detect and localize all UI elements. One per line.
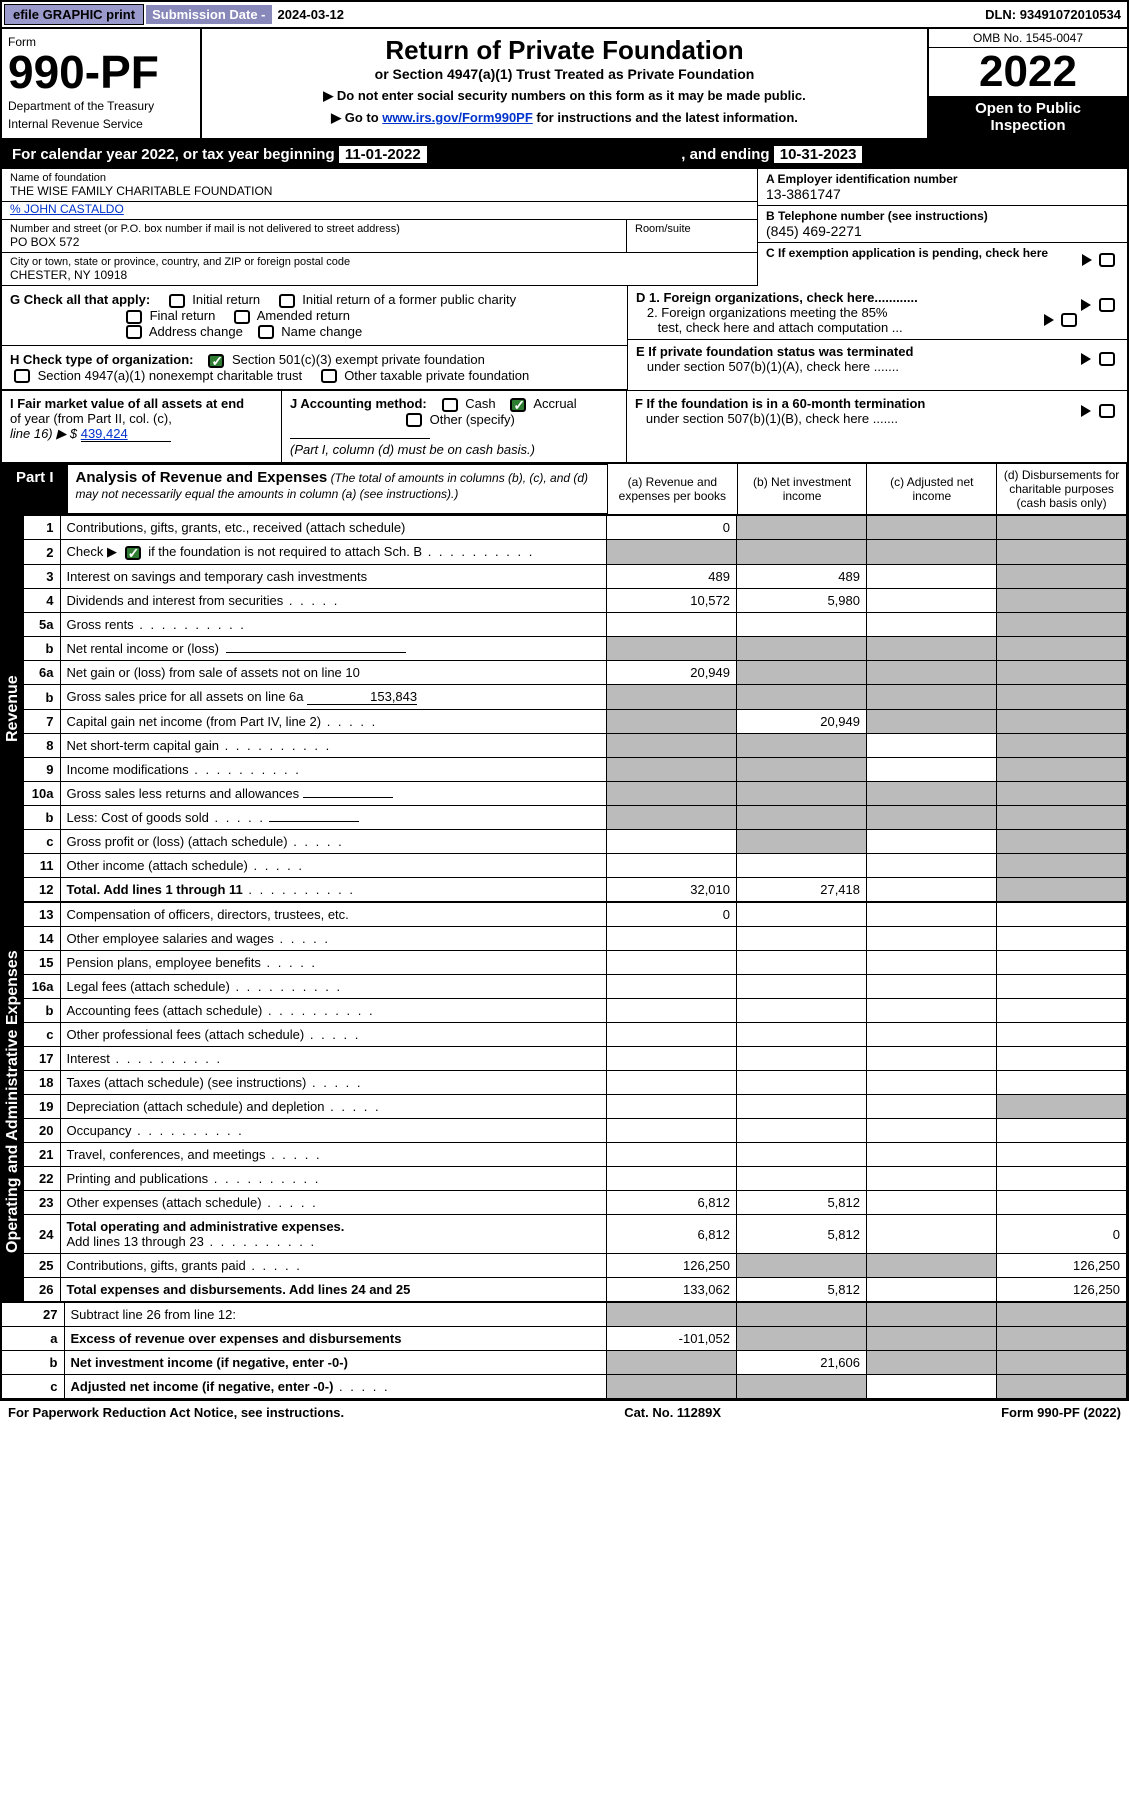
care-of-link[interactable]: % JOHN CASTALDO <box>10 202 124 216</box>
dept-treasury: Department of the Treasury <box>8 99 194 113</box>
catalog-number: Cat. No. 11289X <box>624 1405 721 1420</box>
part1-tag: Part I <box>2 463 68 515</box>
form-id-footer: Form 990-PF (2022) <box>1001 1405 1121 1420</box>
other-method-checkbox[interactable] <box>406 413 422 427</box>
amended-return-checkbox[interactable] <box>234 310 250 324</box>
foundation-name: THE WISE FAMILY CHARITABLE FOUNDATION <box>10 184 749 198</box>
sch-b-checkbox[interactable] <box>125 546 141 560</box>
section-e: E If private foundation status was termi… <box>628 340 1127 382</box>
initial-former-checkbox[interactable] <box>279 294 295 308</box>
page-footer: For Paperwork Reduction Act Notice, see … <box>0 1401 1129 1424</box>
city-state-zip: CHESTER, NY 10918 <box>10 268 749 282</box>
section-ijf: I Fair market value of all assets at end… <box>2 391 1127 463</box>
cash-checkbox[interactable] <box>442 398 458 412</box>
col-a-header: (a) Revenue and expenses per books <box>608 464 738 515</box>
col-d-header: (d) Disbursements for charitable purpose… <box>997 464 1127 515</box>
revenue-section: Revenue 1Contributions, gifts, grants, e… <box>2 515 1127 902</box>
address-change-checkbox[interactable] <box>126 325 142 339</box>
ein-label: A Employer identification number <box>766 172 958 186</box>
city-label: City or town, state or province, country… <box>10 256 749 268</box>
paperwork-notice: For Paperwork Reduction Act Notice, see … <box>8 1405 344 1420</box>
foundation-name-label: Name of foundation <box>10 172 749 184</box>
expenses-section: Operating and Administrative Expenses 13… <box>2 902 1127 1302</box>
col-c-header: (c) Adjusted net income <box>867 464 997 515</box>
arrow-icon <box>1082 254 1092 266</box>
irs-link[interactable]: www.irs.gov/Form990PF <box>382 110 533 125</box>
fmv-link[interactable]: 439,424 <box>81 426 171 442</box>
accrual-checkbox[interactable] <box>510 398 526 412</box>
section-d: D 1. Foreign organizations, check here..… <box>628 286 1127 340</box>
exemption-pending-label: C If exemption application is pending, c… <box>766 246 1048 260</box>
85pct-checkbox[interactable] <box>1061 313 1077 327</box>
ein: 13-3861747 <box>766 186 1119 202</box>
inspection-notice: Open to PublicInspection <box>929 96 1127 138</box>
dln: DLN: 93491072010534 <box>985 7 1127 22</box>
initial-return-checkbox[interactable] <box>169 294 185 308</box>
top-bar: efile GRAPHIC print Submission Date - 20… <box>2 2 1127 29</box>
expenses-side-label: Operating and Administrative Expenses <box>2 902 24 1302</box>
form-title: Return of Private Foundation <box>212 35 917 66</box>
year-end: 10-31-2023 <box>774 146 863 163</box>
year-begin: 11-01-2022 <box>339 146 427 163</box>
arrow-icon <box>1081 299 1091 311</box>
submission-date: 2024-03-12 <box>272 5 351 24</box>
address-label: Number and street (or P.O. box number if… <box>10 223 618 235</box>
revenue-side-label: Revenue <box>2 515 24 902</box>
address: PO BOX 572 <box>10 235 618 249</box>
foreign-org-checkbox[interactable] <box>1099 298 1115 312</box>
form-number: 990-PF <box>8 49 194 95</box>
line-27-table: 27Subtract line 26 from line 12: aExcess… <box>2 1302 1127 1399</box>
submission-label: Submission Date - <box>146 5 271 24</box>
4947a1-checkbox[interactable] <box>14 369 30 383</box>
irs: Internal Revenue Service <box>8 117 194 131</box>
col-b-header: (b) Net investment income <box>737 464 867 515</box>
instruction-2: ▶ Go to www.irs.gov/Form990PF for instru… <box>212 110 917 126</box>
arrow-icon <box>1081 405 1091 417</box>
omb-number: OMB No. 1545-0047 <box>929 29 1127 48</box>
501c3-checkbox[interactable] <box>208 354 224 368</box>
final-return-checkbox[interactable] <box>126 310 142 324</box>
tax-year: 2022 <box>929 48 1127 96</box>
room-suite-label: Room/suite <box>627 220 757 252</box>
phone-label: B Telephone number (see instructions) <box>766 209 988 223</box>
arrow-icon <box>1081 353 1091 365</box>
60month-checkbox[interactable] <box>1099 404 1115 418</box>
arrow-icon <box>1044 314 1054 326</box>
part1-header: Part I Analysis of Revenue and Expenses … <box>2 463 1127 515</box>
other-taxable-checkbox[interactable] <box>321 369 337 383</box>
calendar-year-row: For calendar year 2022, or tax year begi… <box>2 140 1127 169</box>
phone: (845) 469-2271 <box>766 223 1119 239</box>
terminated-checkbox[interactable] <box>1099 352 1115 366</box>
section-h: H Check type of organization: Section 50… <box>2 346 627 390</box>
name-change-checkbox[interactable] <box>258 325 274 339</box>
efile-print-button[interactable]: efile GRAPHIC print <box>4 4 144 25</box>
identification-block: Name of foundation THE WISE FAMILY CHARI… <box>2 169 1127 286</box>
section-g: G Check all that apply: Initial return I… <box>2 286 627 346</box>
exemption-checkbox[interactable] <box>1099 253 1115 267</box>
form-header: Form 990-PF Department of the Treasury I… <box>2 29 1127 140</box>
form-subtitle: or Section 4947(a)(1) Trust Treated as P… <box>212 66 917 82</box>
instruction-1: ▶ Do not enter social security numbers o… <box>212 88 917 104</box>
